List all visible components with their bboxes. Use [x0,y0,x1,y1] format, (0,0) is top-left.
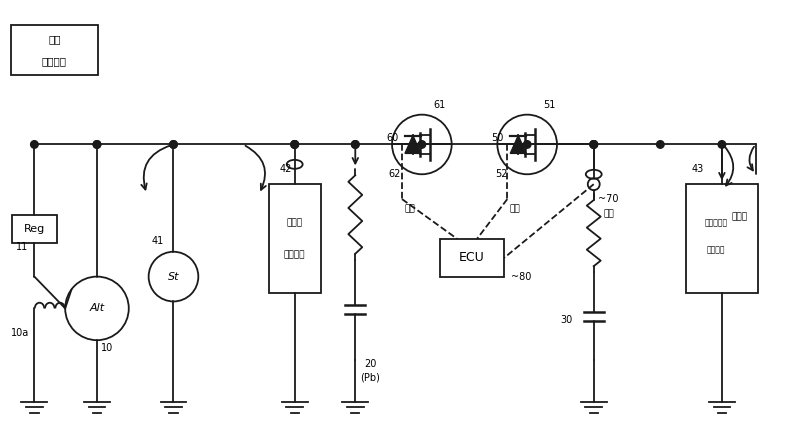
Text: Reg: Reg [24,224,45,234]
Text: ECU: ECU [459,251,485,264]
Text: 20: 20 [364,359,376,369]
FancyBboxPatch shape [12,215,57,243]
Text: ~70: ~70 [598,194,619,204]
Text: 10a: 10a [11,328,30,338]
Text: 10: 10 [101,343,113,353]
Circle shape [30,141,38,148]
Text: 断开: 断开 [405,205,415,214]
Circle shape [291,141,298,148]
FancyBboxPatch shape [10,25,98,75]
Text: 50: 50 [491,133,503,142]
Text: 51: 51 [543,100,555,110]
Text: 断开: 断开 [510,205,521,214]
Circle shape [291,141,298,148]
Text: 起动期间: 起动期间 [42,56,66,66]
Circle shape [170,141,178,148]
Text: 在重: 在重 [48,34,61,44]
Circle shape [93,141,101,148]
Polygon shape [510,136,526,154]
Text: 稳定性）: 稳定性） [707,245,726,254]
Text: 62: 62 [389,169,402,179]
Text: 电负载: 电负载 [286,218,302,227]
Circle shape [170,141,178,148]
Text: 43: 43 [692,164,704,174]
Text: 30: 30 [561,315,573,325]
Circle shape [590,141,598,148]
Text: （需要电压: （需要电压 [705,218,728,227]
FancyBboxPatch shape [440,239,504,277]
Circle shape [93,141,101,148]
Text: 41: 41 [151,236,164,246]
Text: 60: 60 [386,133,398,142]
Text: 52: 52 [495,169,507,179]
Circle shape [590,141,598,148]
Text: (Pb): (Pb) [360,373,380,383]
Circle shape [657,141,664,148]
Circle shape [590,141,598,148]
Text: （普通）: （普通） [284,251,306,260]
Circle shape [351,141,359,148]
Text: ~80: ~80 [511,272,531,281]
Text: 电负载: 电负载 [732,212,748,221]
Text: St: St [168,272,179,281]
FancyBboxPatch shape [269,184,321,293]
Circle shape [523,141,531,148]
Text: 11: 11 [16,242,29,252]
Circle shape [418,141,426,148]
Text: Alt: Alt [90,303,105,314]
Circle shape [291,141,298,148]
Polygon shape [405,136,421,154]
Circle shape [718,141,726,148]
Text: 接通: 接通 [603,209,614,218]
Circle shape [351,141,359,148]
Text: 61: 61 [434,100,446,110]
FancyBboxPatch shape [686,184,758,293]
Text: 42: 42 [279,164,292,174]
